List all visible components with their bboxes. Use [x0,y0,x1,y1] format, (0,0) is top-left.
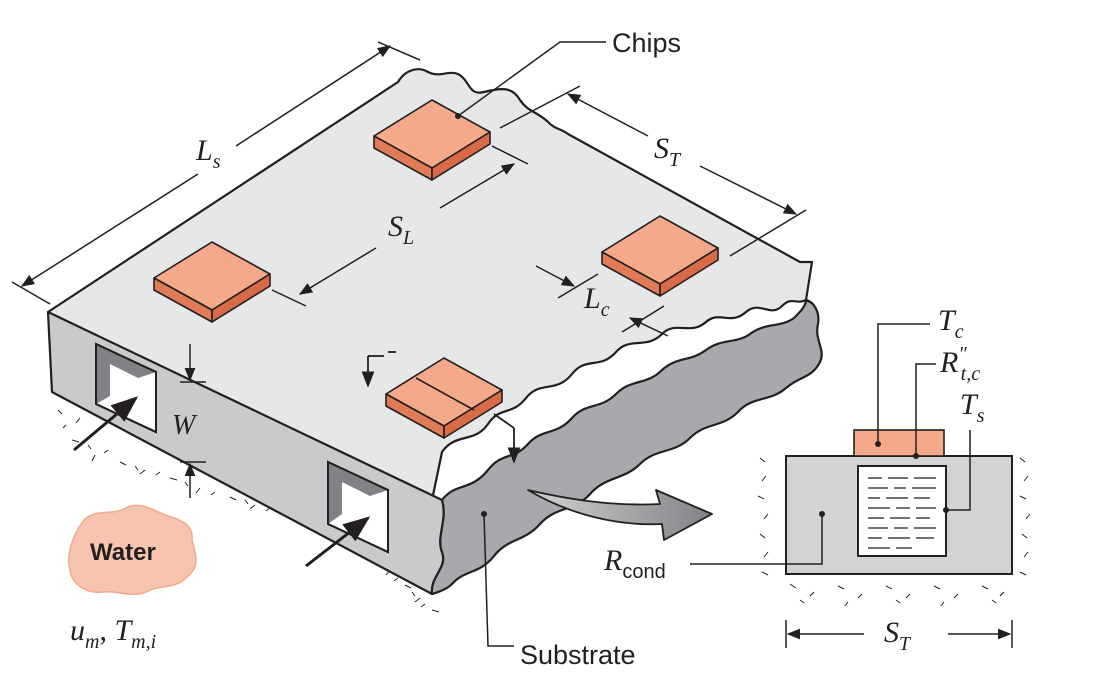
cross-section-chip [853,429,945,457]
cross-section-ground [757,457,1031,607]
symbol-SL: SL [388,210,414,249]
leader-lines [455,41,606,647]
dimension-SL [271,145,529,307]
coolant-lines [868,477,936,549]
chips-label: Chips [612,28,681,58]
symbol-Tc: Tc [938,304,964,343]
chip-1 [373,99,491,181]
symbol-Lc: Lc [583,282,610,321]
dimension-ST-bottom [785,620,1013,648]
dimension-ST-top [499,85,807,257]
symbol-Ts: Ts [960,388,985,427]
chip-4 [385,357,503,439]
cross-section-leaders [690,323,971,565]
chip-2 [153,241,271,323]
water-inlet-arrow-2 [305,516,371,568]
symbol-Ls: Ls [195,134,221,173]
symbol-Rcond: Rcond [603,544,666,583]
dimension-Lc [535,265,669,337]
substrate-top-surface [46,68,814,502]
water-label: Water [90,539,156,566]
water-inlet-arrow-1 [73,396,139,452]
symbol-W: W [172,410,198,441]
symbol-Rtc: R″ t,c [939,343,980,385]
cross-section-channel [857,465,947,557]
water-blob [68,504,197,595]
symbol-ST-bottom: ST [884,616,912,655]
dimension-W [180,344,206,498]
substrate-label: Substrate [520,640,636,670]
section-cut-marker [361,351,521,464]
dimension-Ls [11,41,421,305]
symbol-flow-inlet: um, Tm,i [70,614,156,653]
chip-3 [601,215,719,297]
section-view-arrow [527,489,713,541]
symbol-ST-top: ST [654,132,682,171]
